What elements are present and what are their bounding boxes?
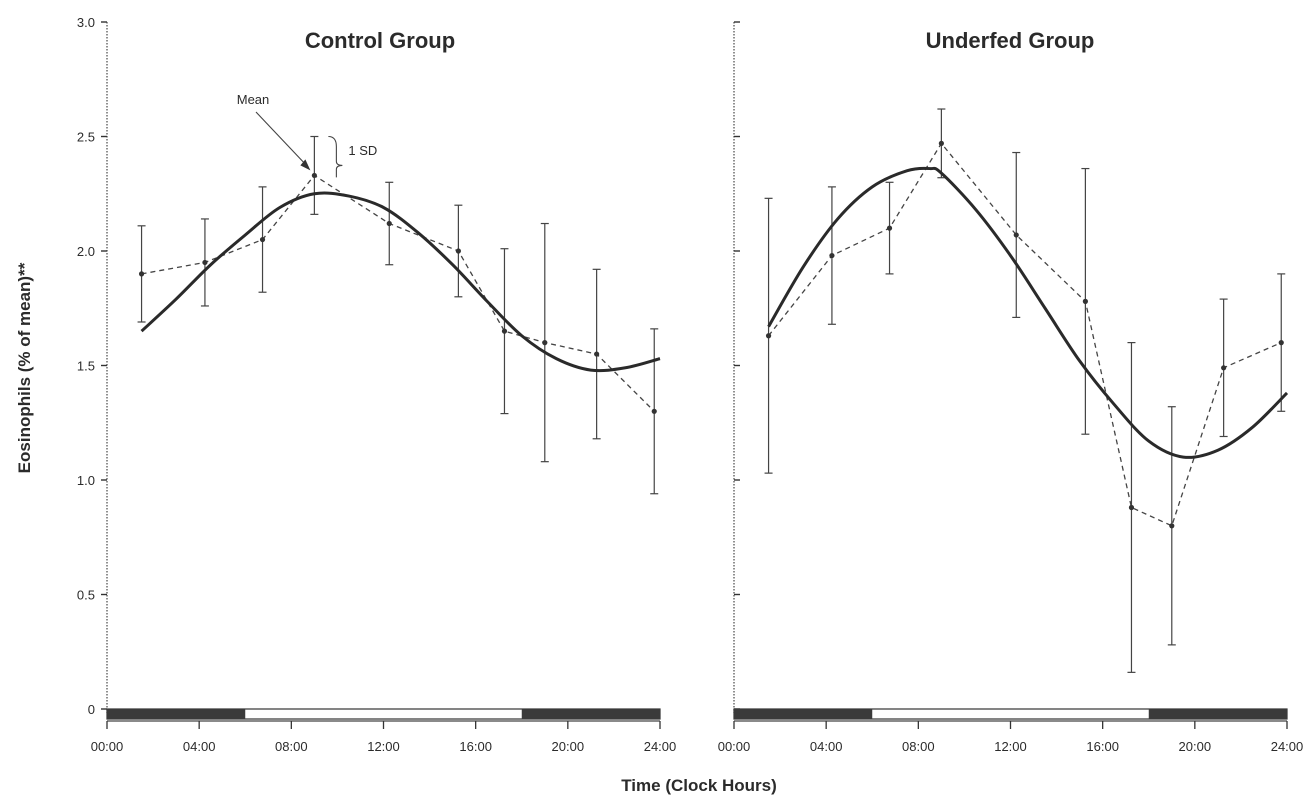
- y-tick-label: 2.5: [77, 130, 95, 145]
- y-tick-label: 3.0: [77, 15, 95, 30]
- data-point: [938, 140, 944, 146]
- data-point: [886, 225, 893, 231]
- x-tick-label: 04:00: [810, 739, 843, 754]
- data-point: [386, 220, 392, 227]
- mean-arrow-head: [300, 159, 311, 171]
- x-tick-label: 04:00: [183, 739, 216, 754]
- x-tick-label: 00:00: [718, 739, 751, 754]
- panel-title: Control Group: [305, 28, 455, 53]
- data-point: [829, 252, 835, 259]
- sd-brace: [328, 135, 343, 178]
- mean-arrow-line: [255, 111, 309, 168]
- x-tick-label: 16:00: [459, 739, 492, 754]
- data-point: [202, 259, 208, 266]
- dark-period-bar: [107, 709, 246, 719]
- chart-panel: Control Group 0 0.5 1.0 1.5 2.0 2.5 3.0 00:00 04:…: [77, 15, 676, 754]
- x-tick-label: 24:00: [644, 739, 677, 754]
- data-point: [259, 236, 266, 243]
- x-axis-title: Time (Clock Hours): [621, 776, 777, 795]
- x-tick-label: 20:00: [552, 739, 585, 754]
- data-point: [594, 351, 600, 357]
- x-tick-label: 24:00: [1271, 739, 1304, 754]
- data-point: [542, 340, 548, 346]
- y-tick-label: 0: [88, 702, 95, 717]
- y-tick-label: 0.5: [77, 588, 95, 603]
- mean-line: [768, 142, 1282, 527]
- fitted-curve: [140, 191, 661, 373]
- x-tick-label: 12:00: [994, 739, 1027, 754]
- fitted-curve: [767, 166, 1289, 459]
- mean-annotation: Mean: [237, 92, 270, 107]
- x-tick-label: 16:00: [1086, 739, 1119, 754]
- data-point: [651, 408, 657, 414]
- data-point: [1221, 365, 1227, 371]
- data-point: [138, 271, 145, 277]
- mean-line: [141, 174, 655, 412]
- panel-title: Underfed Group: [926, 28, 1095, 53]
- y-tick-label: 1.5: [77, 359, 95, 374]
- data-point: [1013, 232, 1019, 238]
- data-point: [1169, 523, 1175, 529]
- x-tick-label: 08:00: [902, 739, 935, 754]
- data-point: [1082, 298, 1088, 304]
- x-tick-label: 20:00: [1179, 739, 1212, 754]
- data-point: [1128, 504, 1135, 511]
- y-tick-label: 2.0: [77, 244, 95, 259]
- x-tick-label: 08:00: [275, 739, 308, 754]
- x-tick-label: 12:00: [367, 739, 400, 754]
- data-point: [1278, 340, 1284, 346]
- dark-period-bar: [521, 709, 660, 719]
- y-tick-label: 1.0: [77, 473, 95, 488]
- data-point: [455, 248, 461, 254]
- data-point: [501, 328, 508, 334]
- chart-panels: Control Group 0 0.5 1.0 1.5 2.0 2.5 3.0 00:00 04:…: [77, 15, 1303, 754]
- data-point: [765, 333, 772, 339]
- y-axis-title: Eosinophils (% of mean)**: [15, 262, 34, 473]
- sd-annotation: 1 SD: [348, 143, 377, 158]
- data-point: [311, 172, 317, 179]
- chart-panel: Underfed Group 00:00 04:00 08:00 12:00 16:00 2…: [718, 21, 1304, 754]
- dark-period-bar: [1148, 709, 1287, 719]
- x-tick-label: 00:00: [91, 739, 124, 754]
- dark-period-bar: [734, 709, 873, 719]
